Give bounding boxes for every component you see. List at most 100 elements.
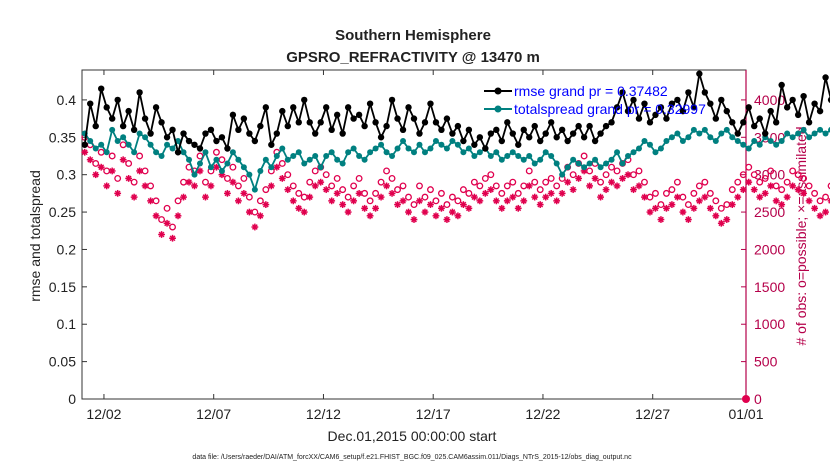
totalspread-point: [345, 149, 352, 156]
rmse-point: [482, 145, 489, 152]
obs-possible-point: [608, 163, 616, 171]
totalspread-point: [98, 141, 105, 148]
rmse-point: [509, 130, 516, 137]
totalspread-point: [202, 149, 209, 156]
legend-marker-totalspread: [494, 105, 502, 113]
obs-assimilated-point: [767, 182, 775, 190]
rmse-point: [498, 137, 506, 145]
totalspread-point: [356, 152, 363, 159]
obs-possible-point: [361, 189, 369, 197]
obs-possible-point: [432, 197, 440, 205]
rmse-point: [383, 122, 390, 130]
obs-assimilated-point: [251, 223, 259, 231]
rmse-point: [229, 111, 237, 119]
rmse-point: [504, 119, 511, 126]
y2-tick-label: 4000: [754, 92, 785, 108]
totalspread-point: [405, 145, 412, 152]
obs-assimilated-point: [366, 212, 374, 220]
obs-assimilated-point: [492, 197, 500, 205]
rmse-point: [789, 96, 796, 104]
obs-possible-point: [311, 167, 319, 175]
rmse-point: [246, 130, 253, 137]
x-axis-label: Dec.01,2015 00:00:00 start: [328, 428, 497, 444]
totalspread-point: [564, 164, 571, 171]
obs-possible-point: [717, 204, 725, 212]
rmse-point: [454, 122, 462, 130]
obs-assimilated-point: [657, 216, 665, 223]
totalspread-point: [164, 141, 171, 148]
rmse-point: [224, 145, 231, 152]
x-tick-label: 12/02: [86, 406, 121, 422]
obs-possible-point: [542, 178, 550, 186]
totalspread-point: [350, 145, 357, 152]
obs-possible-point: [108, 152, 116, 160]
totalspread-point: [476, 149, 483, 156]
x-tick-label: 12/27: [635, 406, 670, 422]
y-tick-label: 0.05: [49, 354, 76, 370]
totalspread-point: [438, 141, 445, 148]
obs-possible-point: [481, 174, 489, 182]
totalspread-point: [778, 138, 785, 145]
obs-possible-point: [284, 171, 292, 179]
obs-possible-point: [476, 182, 484, 190]
rmse-point: [306, 119, 313, 126]
totalspread-point: [597, 164, 604, 171]
obs-assimilated-point: [119, 156, 127, 164]
totalspread-point: [120, 134, 127, 141]
obs-possible-point: [750, 171, 758, 179]
obs-assimilated-point: [339, 201, 347, 208]
obs-possible-point: [822, 193, 830, 201]
totalspread-point: [240, 164, 247, 171]
obs-assimilated-point: [591, 175, 599, 182]
totalspread-point: [334, 156, 341, 163]
rmse-point: [707, 100, 714, 107]
rmse-point: [328, 126, 335, 134]
obs-possible-point: [525, 167, 533, 175]
totalspread-point: [131, 149, 138, 156]
obs-possible-point: [553, 182, 561, 190]
obs-assimilated-point: [800, 189, 808, 197]
rmse-point: [526, 134, 533, 141]
rmse-point: [339, 130, 346, 137]
obs-possible-point: [443, 201, 451, 209]
rmse-point: [471, 141, 478, 148]
obs-possible-point: [410, 201, 418, 209]
rmse-point: [136, 89, 143, 96]
rmse-point: [399, 126, 407, 134]
obs-assimilated-point: [136, 167, 144, 175]
totalspread-point: [526, 152, 533, 159]
obs-assimilated-point: [465, 204, 473, 212]
obs-assimilated-point: [196, 167, 204, 175]
rmse-point: [202, 130, 209, 137]
rmse-point: [597, 130, 604, 137]
obs-assimilated-point: [641, 193, 648, 201]
rmse-point: [317, 119, 324, 126]
totalspread-point: [103, 149, 110, 156]
obs-assimilated-point: [668, 201, 676, 208]
totalspread-point: [586, 160, 593, 167]
obs-assimilated-point: [295, 204, 303, 212]
obs-assimilated-point: [542, 193, 550, 201]
totalspread-point: [548, 152, 555, 159]
y-tick-label: 0.3: [57, 167, 77, 183]
totalspread-point: [361, 156, 368, 163]
totalspread-point: [745, 145, 752, 152]
rmse-point: [745, 104, 752, 111]
totalspread-point: [323, 152, 330, 159]
totalspread-point: [789, 134, 796, 141]
obs-assimilated-point: [300, 208, 308, 216]
y-tick-label: 0.35: [49, 129, 76, 145]
obs-assimilated-point: [663, 204, 670, 212]
obs-assimilated-point: [229, 178, 237, 186]
obs-possible-point: [712, 197, 720, 205]
totalspread-point: [674, 130, 681, 137]
obs-possible-point: [635, 167, 643, 175]
rmse-point: [586, 122, 593, 130]
totalspread-point: [679, 138, 686, 145]
obs-assimilated-point: [158, 231, 165, 238]
obs-assimilated-point: [717, 219, 725, 227]
totalspread-point: [400, 138, 407, 145]
rmse-point: [333, 111, 341, 119]
obs-assimilated-point: [180, 193, 187, 201]
totalspread-point: [685, 134, 692, 141]
